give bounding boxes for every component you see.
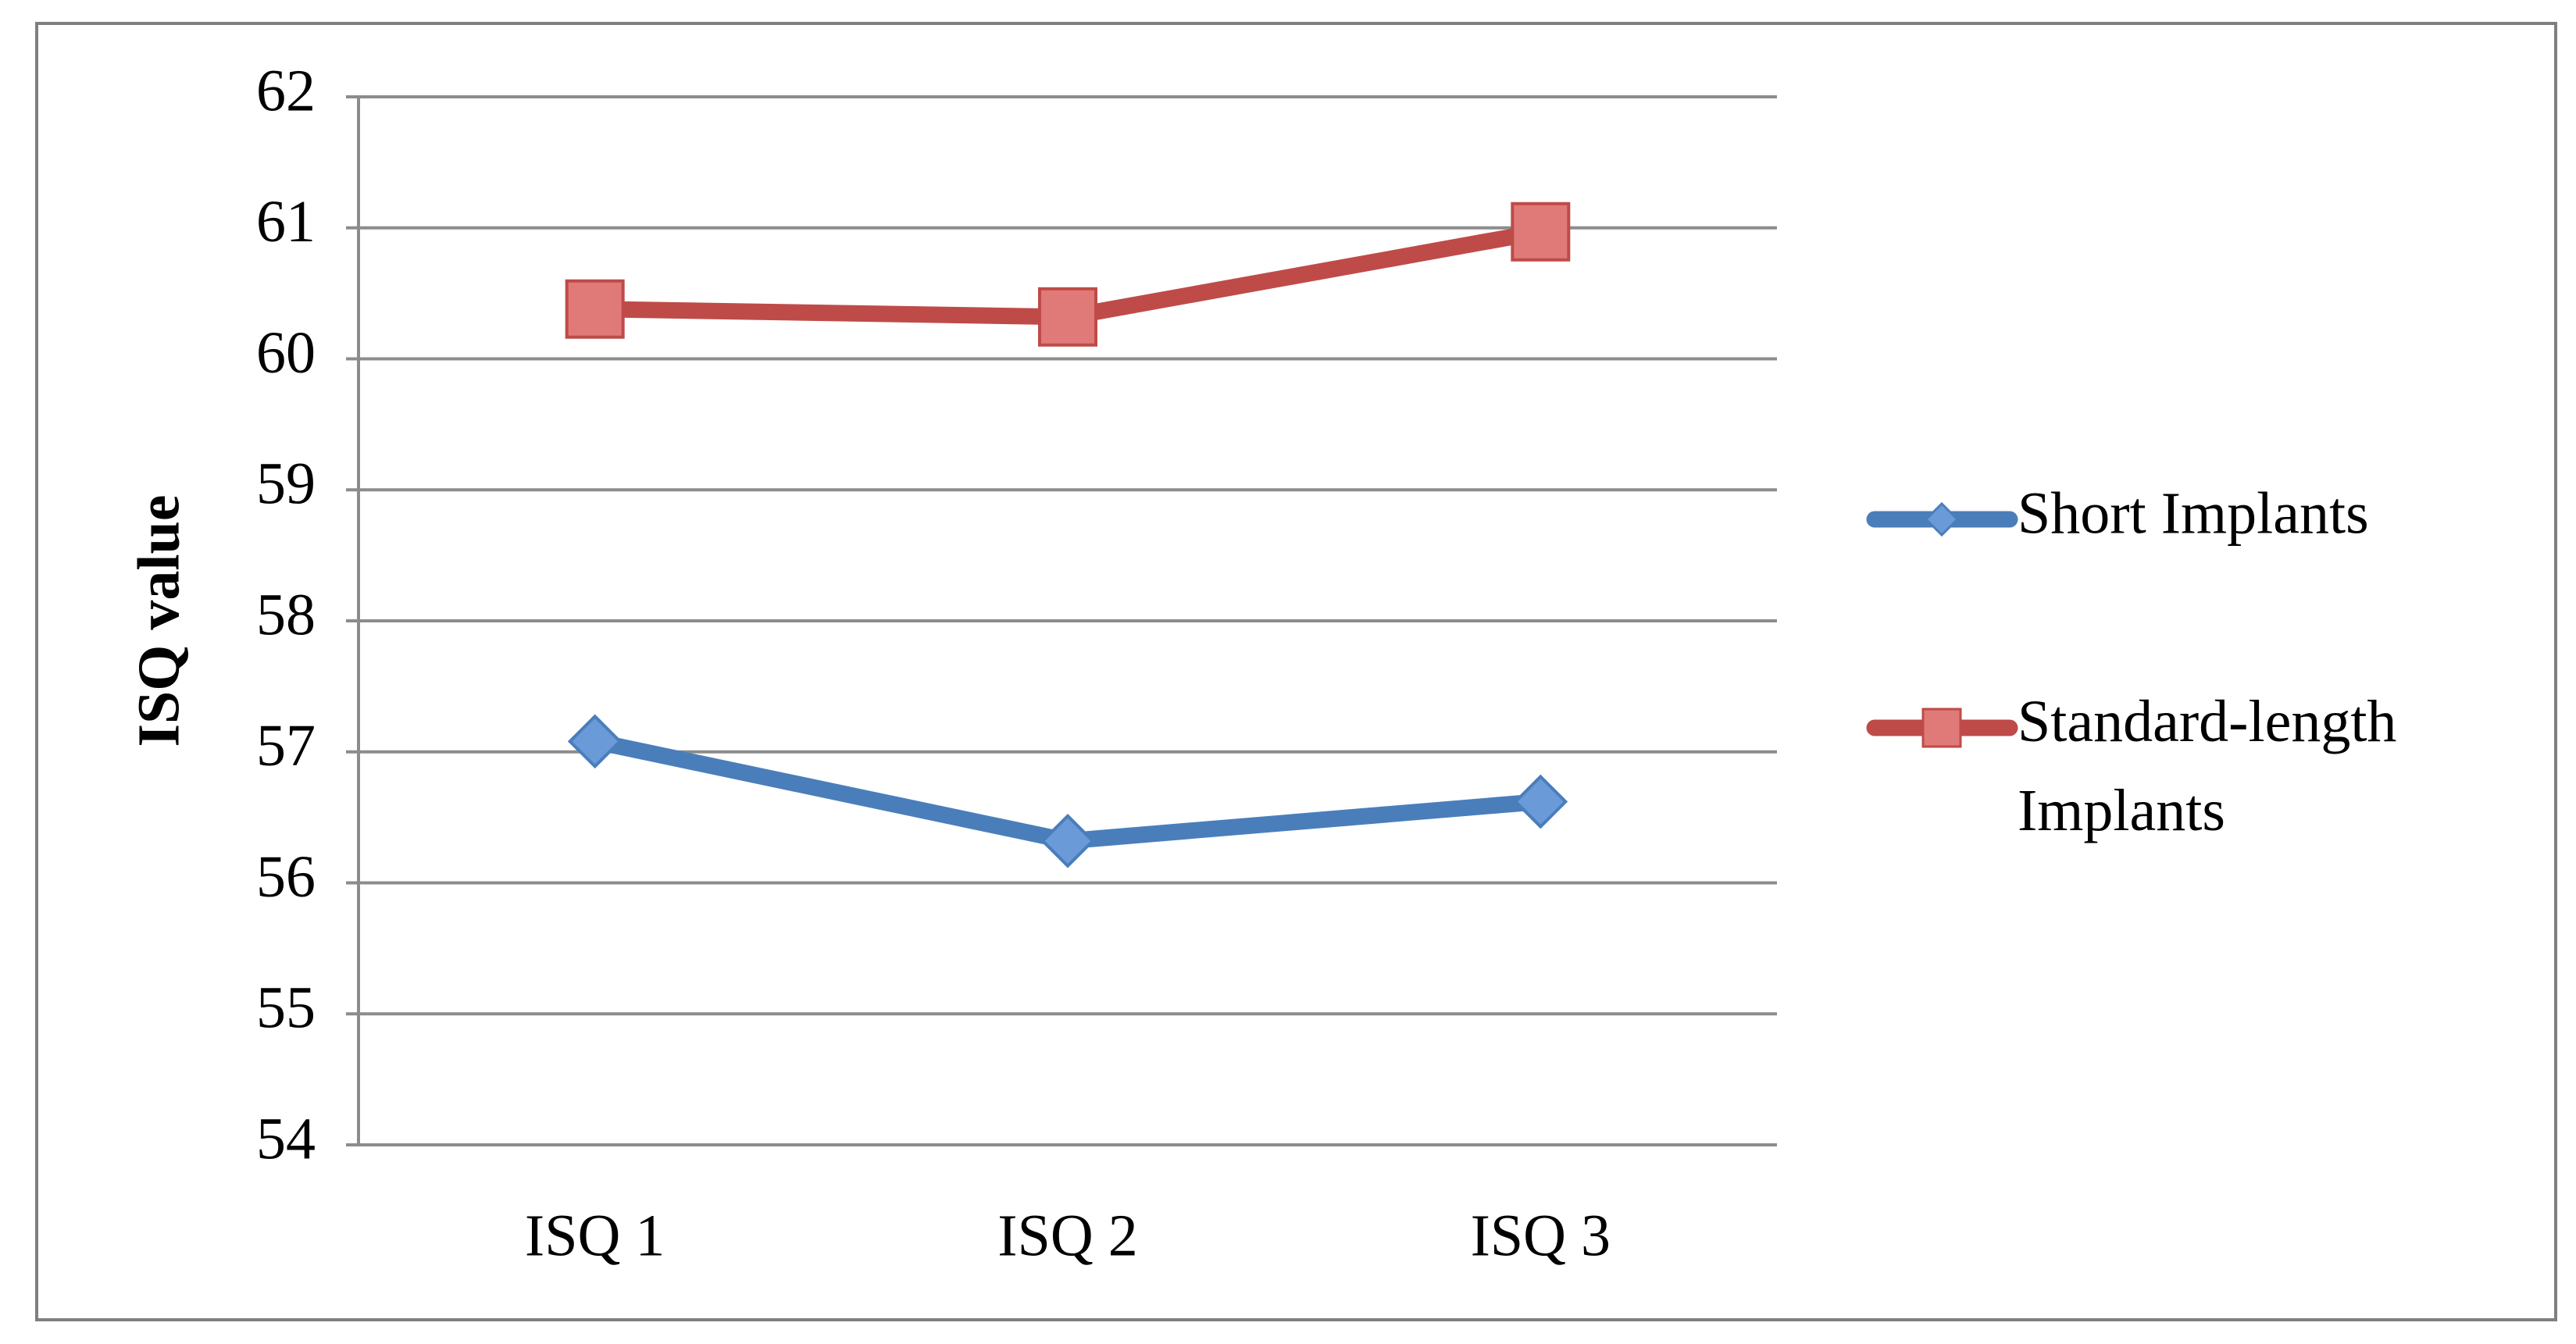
y-tick-label: 55 [256,975,316,1041]
y-axis-title: ISQ value [126,494,191,747]
legend-label-line: Implants [2018,778,2225,843]
x-tick-label: ISQ 1 [525,1203,665,1268]
marker [1511,201,1571,262]
y-tick-label: 54 [256,1106,316,1171]
y-tick-label: 57 [256,713,316,779]
legend-label-line: Standard-length [2018,689,2411,754]
marker [567,714,623,769]
x-tick-label: ISQ 2 [997,1203,1137,1268]
legend-label: Short Implants [2018,480,2369,546]
y-tick-label: 60 [256,320,316,386]
marker [1040,813,1095,868]
x-tick-label: ISQ 3 [1471,1203,1611,1268]
y-tick-label: 56 [256,844,316,910]
legend-marker [1921,708,1962,748]
chart-border [35,22,2557,1321]
y-tick-label: 59 [256,451,316,517]
y-tick-label: 62 [256,58,316,123]
legend-label: Standard-length Implants [2018,689,2411,843]
marker [565,279,625,339]
y-tick-label: 61 [256,189,316,255]
y-tick-label: 58 [256,582,316,647]
marker [1513,774,1568,829]
marker [1038,287,1097,347]
legend-marker [1924,501,1960,537]
